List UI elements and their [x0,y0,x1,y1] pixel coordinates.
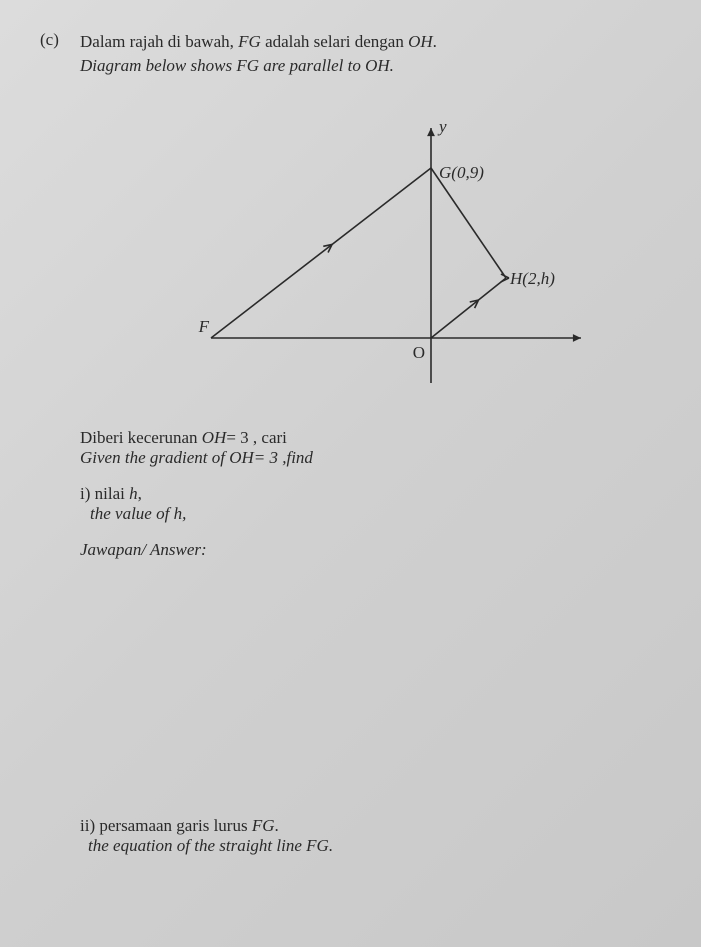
question-label: (c) [40,30,59,50]
part-ii: ii) persamaan garis lurus FG. the equati… [80,816,661,856]
q-ms-var1: FG [238,32,261,51]
given-en-var: OH [229,448,254,467]
pi-comma: , [138,484,142,503]
svg-text:y: y [437,117,447,136]
geometry-diagram: y F O G(0,9) H(2,h) [151,108,591,408]
part-i-ms: i) nilai h, [80,484,661,504]
given-ms-pre: Diberi kecerunan [80,428,202,447]
svg-text:F: F [197,317,209,336]
q-ms-var2: OH [408,32,433,51]
given-block: Diberi kecerunan OH= 3 , cari Given the … [80,428,661,468]
given-ms-var: OH [202,428,227,447]
given-ms-eq: = 3 , cari [226,428,287,447]
pii-label: ii) persamaan garis lurus [80,816,252,835]
pii-en-pre: the equation of the straight line [88,836,306,855]
svg-text:G(0,9): G(0,9) [439,163,484,182]
q-en-var2: OH [365,56,390,75]
pi-en-post: , [182,504,186,523]
pi-en-var: h [174,504,183,523]
part-ii-en: the equation of the straight line FG. [80,836,661,856]
q-en-var1: FG [236,56,259,75]
q-en-post: . [390,56,394,75]
given-en-pre: Given the gradient of [80,448,229,467]
pii-post: . [275,816,279,835]
part-ii-ms: ii) persamaan garis lurus FG. [80,816,661,836]
given-en: Given the gradient of OH= 3 ,find [80,448,661,468]
given-en-eq: = 3 ,find [254,448,313,467]
part-i-en: the value of h, [80,504,661,524]
answer-label: Jawapan/ Answer: [80,540,661,560]
diagram-container: y F O G(0,9) H(2,h) [80,108,661,408]
pii-en-var: FG [306,836,329,855]
q-en-mid: are parallel to [259,56,365,75]
pi-var: h [129,484,138,503]
question-text-ms: Dalam rajah di bawah, FG adalah selari d… [80,30,661,54]
q-en-pre: Diagram below shows [80,56,236,75]
part-i: i) nilai h, the value of h, [80,484,661,524]
pii-en-post: . [329,836,333,855]
svg-text:O: O [412,343,424,362]
working-space [80,560,661,800]
question-text-en: Diagram below shows FG are parallel to O… [80,54,661,78]
pii-var: FG [252,816,275,835]
given-ms: Diberi kecerunan OH= 3 , cari [80,428,661,448]
pi-label: i) nilai [80,484,129,503]
q-ms-pre: Dalam rajah di bawah, [80,32,238,51]
q-ms-post: . [433,32,437,51]
pi-en-pre: the value of [90,504,174,523]
q-ms-mid: adalah selari dengan [261,32,408,51]
svg-text:H(2,h): H(2,h) [509,269,555,288]
